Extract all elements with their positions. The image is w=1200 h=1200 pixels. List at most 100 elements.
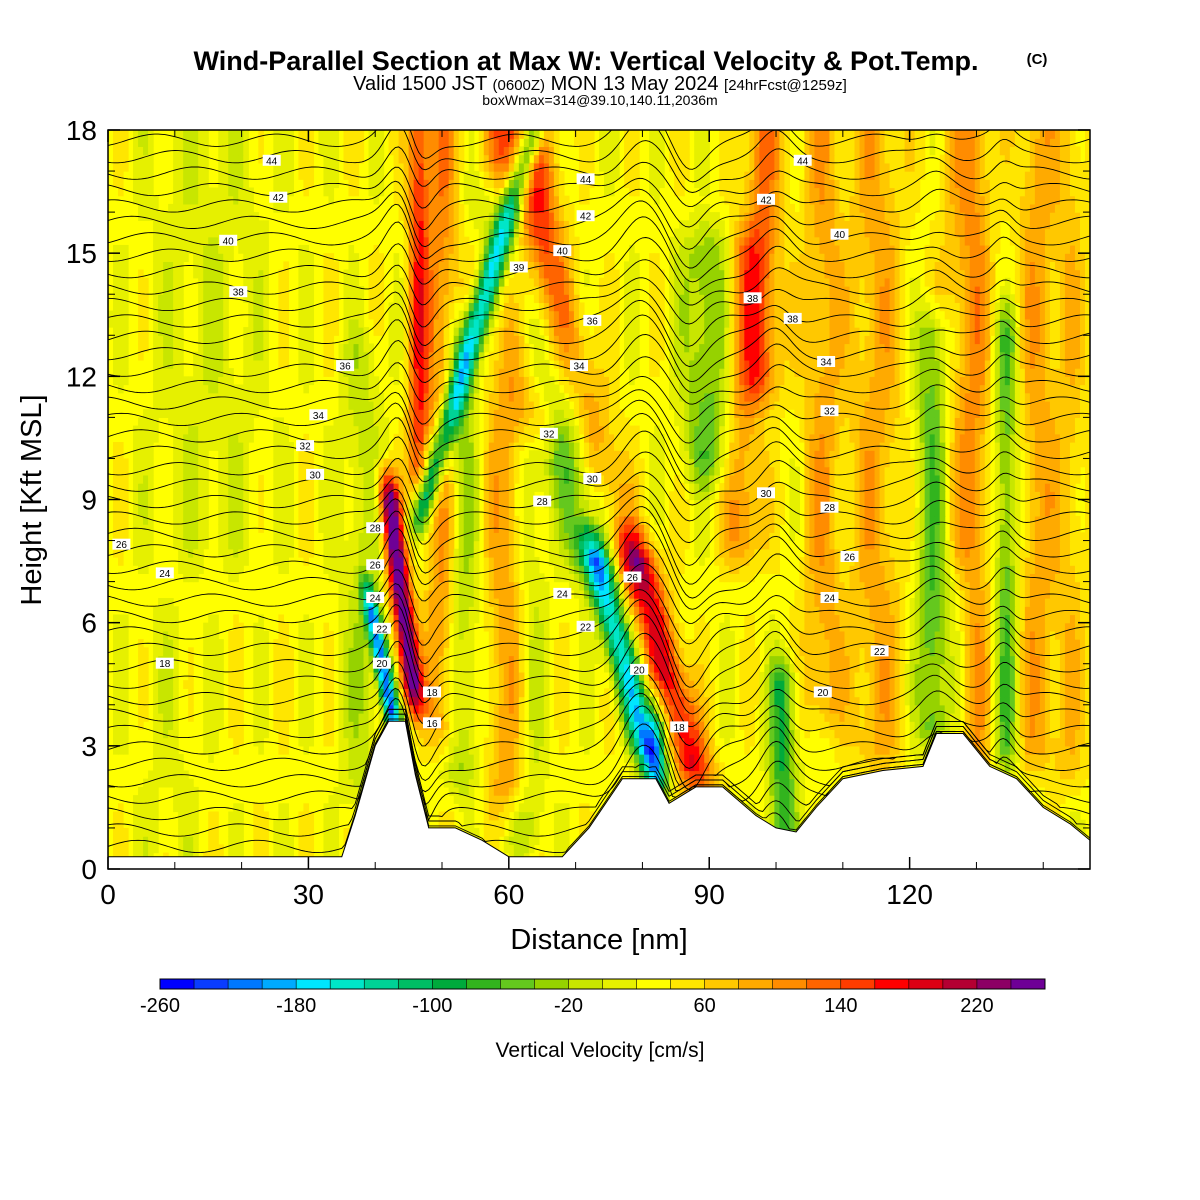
velocity-cell [583, 712, 590, 722]
velocity-cell [453, 655, 460, 665]
velocity-cell [1039, 622, 1046, 632]
velocity-cell [954, 712, 961, 722]
velocity-cell [934, 647, 941, 657]
velocity-cell [583, 647, 590, 657]
velocity-cell [629, 647, 635, 657]
velocity-cell [919, 671, 926, 681]
velocity-cell [208, 663, 214, 673]
velocity-cell [278, 622, 284, 632]
velocity-cell [118, 712, 124, 722]
velocity-cell [168, 770, 174, 780]
velocity-cell [553, 663, 560, 673]
velocity-cell [1044, 581, 1051, 591]
velocity-cell [508, 671, 515, 681]
velocity-cell [408, 565, 415, 574]
velocity-cell [578, 573, 585, 583]
velocity-cell [724, 614, 730, 624]
velocity-cell [719, 671, 725, 681]
velocity-cell [939, 712, 946, 722]
velocity-cell [754, 688, 760, 698]
velocity-cell [974, 712, 981, 722]
velocity-cell [939, 622, 946, 632]
velocity-cell [203, 721, 209, 731]
velocity-cell [1024, 639, 1031, 648]
velocity-cell [173, 762, 179, 772]
velocity-cell [393, 630, 400, 640]
velocity-cell [343, 614, 350, 624]
velocity-cell [583, 688, 590, 698]
velocity-cell [403, 663, 410, 673]
velocity-cell [283, 729, 289, 739]
velocity-cell [1074, 663, 1081, 673]
velocity-cell [458, 729, 465, 739]
velocity-cell [814, 663, 821, 673]
velocity-cell [619, 606, 625, 616]
velocity-cell [1064, 754, 1071, 763]
velocity-cell [699, 737, 705, 747]
velocity-cell [403, 688, 410, 698]
velocity-cell [899, 581, 906, 591]
velocity-cell [634, 721, 640, 731]
velocity-cell [804, 721, 811, 731]
velocity-cell [799, 573, 806, 583]
velocity-cell [233, 565, 239, 574]
velocity-cell [1084, 696, 1090, 706]
velocity-cell [538, 712, 545, 722]
velocity-cell [999, 688, 1006, 698]
velocity-cell [874, 688, 881, 698]
velocity-cell [333, 556, 340, 566]
velocity-cell [448, 737, 455, 747]
velocity-cell [1054, 688, 1061, 698]
velocity-cell [398, 630, 405, 640]
velocity-cell [669, 647, 675, 657]
velocity-cell [839, 762, 846, 772]
velocity-cell [729, 647, 735, 657]
velocity-cell [749, 647, 755, 657]
velocity-cell [809, 712, 816, 722]
velocity-cell [834, 614, 841, 624]
velocity-cell [694, 680, 700, 689]
velocity-cell [769, 565, 775, 574]
velocity-cell [348, 712, 355, 722]
velocity-cell [183, 680, 189, 689]
velocity-cell [944, 704, 951, 714]
velocity-cell [859, 729, 866, 739]
velocity-cell [944, 639, 951, 648]
velocity-cell [168, 630, 174, 640]
velocity-cell [1059, 770, 1066, 780]
velocity-cell [168, 647, 174, 657]
velocity-cell [413, 573, 420, 583]
velocity-cell [393, 688, 400, 698]
velocity-cell [283, 745, 289, 755]
velocity-cell [323, 737, 330, 747]
velocity-cell [493, 754, 500, 763]
velocity-cell [1014, 573, 1021, 583]
velocity-cell [1009, 712, 1016, 722]
velocity-cell [609, 573, 615, 583]
velocity-cell [353, 770, 360, 780]
velocity-cell [363, 729, 370, 739]
velocity-cell [138, 712, 144, 722]
velocity-cell [639, 696, 645, 706]
velocity-cell [604, 663, 610, 673]
velocity-cell [588, 589, 595, 599]
velocity-cell [1049, 770, 1056, 780]
velocity-cell [1059, 581, 1066, 591]
velocity-cell [553, 844, 560, 854]
velocity-cell [1029, 770, 1036, 780]
chart-title: Wind-Parallel Section at Max W: Vertical… [194, 46, 979, 76]
velocity-cell [694, 663, 700, 673]
velocity-cell [468, 811, 475, 821]
velocity-cell [348, 630, 355, 640]
velocity-cell [799, 795, 806, 804]
velocity-cell [1054, 581, 1061, 591]
velocity-cell [153, 811, 159, 821]
velocity-cell [774, 655, 780, 665]
velocity-cell [799, 639, 806, 648]
velocity-cell [954, 565, 961, 574]
velocity-cell [674, 680, 680, 689]
velocity-cell [518, 811, 525, 821]
velocity-cell [844, 671, 851, 681]
velocity-cell [1054, 671, 1061, 681]
velocity-cell [538, 680, 545, 689]
